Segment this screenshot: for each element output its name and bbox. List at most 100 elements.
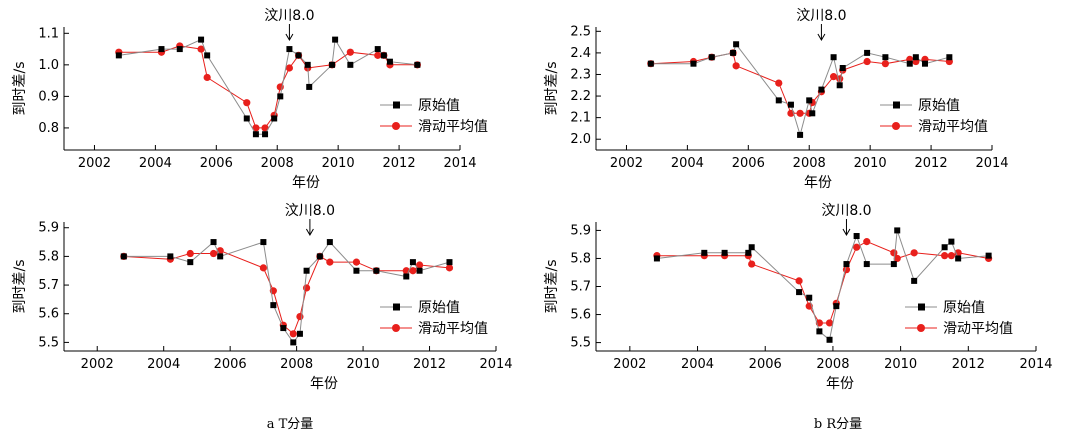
point-original bbox=[830, 54, 837, 61]
x-tick-label: 2012 bbox=[383, 156, 416, 171]
legend-label: 原始值 bbox=[943, 300, 985, 316]
point-original bbox=[836, 82, 843, 89]
point-smoothed bbox=[748, 260, 756, 268]
y-tick-label: 5.6 bbox=[570, 308, 591, 323]
point-original bbox=[839, 65, 846, 71]
panel-p1: 2002 2004 2006 2008 2010 2012 2014 0.8 0.9 1.0 1.1… bbox=[12, 7, 488, 191]
point-original bbox=[295, 52, 302, 59]
point-smoothed bbox=[285, 64, 294, 72]
x-axis-title: 年份 bbox=[804, 175, 832, 191]
point-smoothed bbox=[830, 73, 838, 81]
point-smoothed bbox=[796, 109, 804, 117]
point-original bbox=[863, 261, 870, 268]
point-original bbox=[198, 36, 205, 43]
point-smoothed bbox=[947, 252, 955, 260]
point-smoothed bbox=[289, 330, 297, 338]
point-smoothed bbox=[890, 249, 898, 257]
x-tick-label: 2004 bbox=[139, 156, 172, 171]
point-smoothed bbox=[842, 266, 851, 274]
y-tick-label: 5.5 bbox=[570, 336, 591, 351]
x-tick-label: 2012 bbox=[915, 156, 948, 171]
point-smoothed bbox=[825, 319, 834, 327]
point-original bbox=[353, 267, 360, 274]
point-smoothed bbox=[197, 45, 205, 53]
legend-label: 滑动平均值 bbox=[418, 118, 488, 135]
x-tick-label: 2008 bbox=[793, 156, 826, 171]
x-tick-label: 2012 bbox=[952, 357, 985, 372]
point-smoothed bbox=[836, 75, 844, 83]
point-smoothed bbox=[732, 62, 740, 70]
point-original bbox=[316, 253, 323, 260]
point-original bbox=[653, 255, 660, 262]
point-original bbox=[120, 253, 127, 260]
point-smoothed bbox=[186, 249, 194, 258]
point-original bbox=[290, 339, 297, 346]
series-line-smoothed bbox=[123, 250, 450, 335]
y-tick-label: 5.9 bbox=[38, 221, 59, 236]
point-original bbox=[260, 239, 267, 246]
point-original bbox=[187, 259, 194, 266]
point-original bbox=[921, 60, 928, 67]
legend-marker-square bbox=[393, 101, 400, 109]
y-tick-label: 5.9 bbox=[570, 223, 591, 238]
point-original bbox=[730, 49, 737, 56]
point-original bbox=[733, 41, 740, 48]
point-original bbox=[701, 249, 708, 256]
point-original bbox=[906, 60, 913, 67]
caption-b: b R分量 bbox=[814, 417, 862, 432]
annotation-label: 汶川8.0 bbox=[285, 202, 335, 219]
point-smoothed bbox=[352, 258, 361, 266]
annotation-label: 汶川8.0 bbox=[821, 202, 871, 219]
point-smoothed bbox=[252, 124, 260, 132]
point-original bbox=[894, 227, 901, 234]
y-axis-title: 到时差/s bbox=[544, 259, 560, 313]
point-original bbox=[271, 115, 278, 122]
point-original bbox=[721, 249, 728, 256]
x-tick-label: 2006 bbox=[200, 156, 233, 171]
series-line-original bbox=[650, 43, 950, 137]
x-tick-label: 2002 bbox=[610, 156, 643, 171]
y-tick-label: 5.7 bbox=[38, 278, 59, 293]
point-original bbox=[176, 46, 183, 53]
x-tick-label: 2004 bbox=[681, 357, 714, 372]
point-smoothed bbox=[445, 264, 454, 272]
legend-marker-circle bbox=[392, 324, 400, 332]
point-original bbox=[890, 261, 897, 268]
point-original bbox=[864, 49, 871, 56]
point-smoothed bbox=[326, 258, 334, 266]
point-original bbox=[796, 289, 803, 296]
annotation-arrow-head bbox=[305, 228, 314, 236]
legend-marker-circle bbox=[392, 122, 400, 130]
point-original bbox=[414, 61, 421, 68]
annotation-arrow-head bbox=[842, 228, 851, 236]
annotation-label: 汶川8.0 bbox=[264, 7, 314, 24]
x-tick-label: 2008 bbox=[280, 357, 313, 372]
y-tick-label: 5.5 bbox=[38, 335, 59, 350]
point-smoothed bbox=[893, 254, 901, 263]
point-original bbox=[826, 336, 833, 343]
point-original bbox=[217, 253, 224, 260]
point-original bbox=[373, 267, 380, 274]
point-original bbox=[386, 58, 393, 65]
point-original bbox=[416, 267, 423, 274]
legend-marker-square bbox=[918, 303, 925, 311]
y-axis-title: 到时差/s bbox=[544, 61, 560, 115]
legend-marker-square bbox=[893, 101, 900, 109]
point-original bbox=[647, 60, 654, 67]
point-original bbox=[882, 54, 889, 61]
point-smoothed bbox=[243, 99, 251, 107]
point-smoothed bbox=[863, 57, 871, 66]
annotation-label: 汶川8.0 bbox=[796, 7, 846, 24]
x-axis-title: 年份 bbox=[292, 175, 320, 191]
point-original bbox=[708, 54, 715, 61]
point-smoothed bbox=[863, 238, 871, 246]
annotation-arrow-head bbox=[817, 33, 826, 41]
x-tick-label: 2014 bbox=[975, 156, 1008, 171]
x-tick-label: 2006 bbox=[732, 156, 765, 171]
x-tick-label: 2012 bbox=[413, 357, 446, 372]
point-original bbox=[210, 239, 217, 246]
point-smoothed bbox=[415, 261, 424, 269]
point-original bbox=[280, 325, 287, 332]
